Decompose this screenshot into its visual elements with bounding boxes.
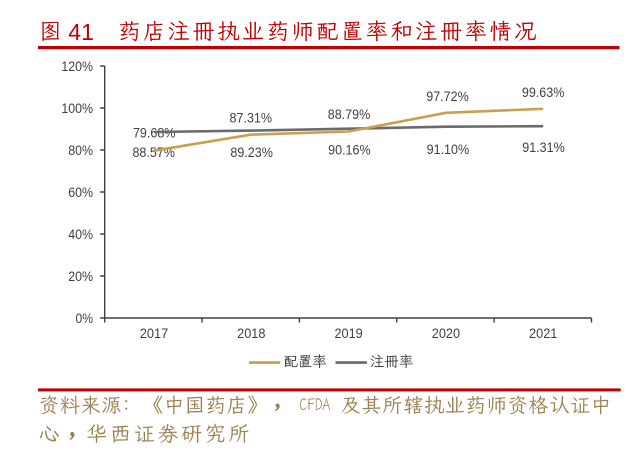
svg-text:60%: 60%: [68, 185, 93, 201]
svg-text:40%: 40%: [68, 227, 93, 243]
svg-text:0%: 0%: [76, 311, 94, 327]
svg-text:80%: 80%: [68, 143, 93, 159]
svg-text:91.31%: 91.31%: [522, 140, 565, 156]
svg-text:87.31%: 87.31%: [230, 110, 273, 126]
svg-text:97.72%: 97.72%: [426, 89, 469, 105]
svg-text:2020: 2020: [432, 326, 460, 342]
svg-text:2021: 2021: [529, 326, 557, 342]
svg-text:99.63%: 99.63%: [522, 85, 565, 101]
svg-text:90.16%: 90.16%: [328, 143, 371, 159]
svg-text:89.23%: 89.23%: [230, 145, 273, 161]
svg-text:88.79%: 88.79%: [328, 107, 371, 123]
svg-text:2019: 2019: [334, 326, 362, 342]
svg-text:120%: 120%: [61, 59, 93, 75]
svg-text:2017: 2017: [140, 326, 168, 342]
svg-text:20%: 20%: [68, 269, 93, 285]
svg-text:100%: 100%: [61, 101, 93, 117]
svg-text:79.68%: 79.68%: [133, 125, 176, 141]
svg-text:41: 41: [68, 19, 94, 45]
svg-text:2018: 2018: [237, 326, 265, 342]
svg-text:91.10%: 91.10%: [427, 142, 470, 158]
